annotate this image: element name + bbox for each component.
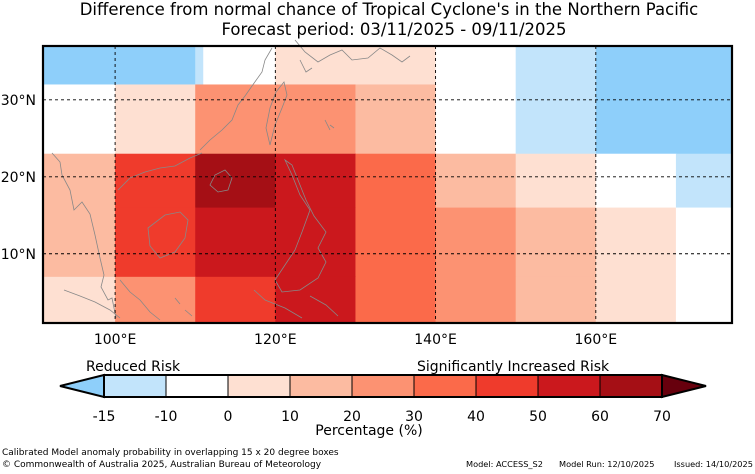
anomaly-cell bbox=[515, 84, 597, 155]
colorbar-segment bbox=[227, 374, 291, 398]
anomaly-cell bbox=[203, 46, 276, 85]
anomaly-cell bbox=[43, 46, 196, 85]
colorbar-segment bbox=[413, 374, 477, 398]
colorbar bbox=[59, 373, 707, 399]
footer-copyright: © Commonwealth of Australia 2025, Austra… bbox=[2, 460, 322, 470]
anomaly-cell bbox=[43, 207, 116, 278]
anomaly-cell bbox=[355, 84, 437, 155]
colorbar-segment bbox=[165, 374, 229, 398]
anomaly-cell bbox=[43, 153, 116, 209]
latitude-label: 20°N bbox=[1, 170, 36, 186]
colorbar-tick-label: -15 bbox=[93, 409, 116, 425]
anomaly-cell bbox=[675, 153, 733, 209]
anomaly-cell bbox=[195, 207, 356, 278]
map-frame bbox=[41, 44, 734, 325]
anomaly-cell bbox=[355, 46, 437, 85]
increased-risk-label: Significantly Increased Risk bbox=[417, 359, 610, 375]
longitude-labels: 100°E 120°E 140°E 160°E bbox=[94, 332, 617, 348]
longitude-label: 140°E bbox=[414, 332, 457, 348]
anomaly-cell bbox=[595, 84, 733, 155]
colorbar-tick-label: 20 bbox=[343, 409, 361, 425]
latitude-label: 10°N bbox=[1, 247, 36, 263]
colorbar-tick-label: 10 bbox=[281, 409, 299, 425]
title-line-1: Difference from normal chance of Tropica… bbox=[80, 0, 699, 19]
anomaly-cell bbox=[515, 153, 597, 209]
footer-model: Model: ACCESS_S2 bbox=[466, 459, 543, 469]
colorbar-segment bbox=[289, 374, 353, 398]
anomaly-cell bbox=[595, 276, 677, 324]
anomaly-cell bbox=[435, 153, 517, 209]
longitude-label: 160°E bbox=[575, 332, 618, 348]
anomaly-cell bbox=[275, 46, 356, 85]
anomaly-cell bbox=[115, 276, 196, 324]
anomaly-cell bbox=[515, 276, 597, 324]
colorbar-tick-labels: -15 -10 0 10 20 30 40 50 60 70 bbox=[93, 409, 671, 425]
colorbar-segment bbox=[475, 374, 539, 398]
colorbar-tick-label: 70 bbox=[653, 409, 671, 425]
anomaly-cell bbox=[355, 276, 437, 324]
anomaly-cell bbox=[275, 276, 356, 324]
anomaly-grid bbox=[43, 46, 733, 324]
anomaly-cell bbox=[195, 153, 276, 209]
anomaly-cell bbox=[435, 46, 517, 85]
anomaly-cell bbox=[515, 46, 597, 85]
latitude-label: 30°N bbox=[1, 93, 36, 109]
colorbar-tick-label: 50 bbox=[529, 409, 547, 425]
anomaly-cell bbox=[595, 207, 677, 278]
colorbar-tick-label: 30 bbox=[405, 409, 423, 425]
anomaly-cell bbox=[675, 276, 733, 324]
anomaly-cell bbox=[195, 276, 276, 324]
latitude-labels: 10°N 20°N 30°N bbox=[1, 93, 36, 263]
colorbar-segment bbox=[599, 374, 663, 398]
colorbar-tick-label: 40 bbox=[467, 409, 485, 425]
footer-model-run: Model Run: 12/10/2025 bbox=[559, 459, 654, 469]
colorbar-under-triangle bbox=[59, 373, 105, 399]
anomaly-cell bbox=[435, 207, 517, 278]
graticule bbox=[43, 46, 732, 323]
colorbar-tick-label: 0 bbox=[224, 409, 233, 425]
anomaly-cell bbox=[675, 207, 733, 278]
longitude-label: 120°E bbox=[254, 332, 297, 348]
colorbar-tick-label: 60 bbox=[591, 409, 609, 425]
anomaly-cell bbox=[435, 84, 517, 155]
colorbar-segment bbox=[103, 374, 167, 398]
anomaly-cell bbox=[43, 84, 116, 155]
colorbar-tick-label: -10 bbox=[155, 409, 178, 425]
anomaly-cell bbox=[595, 46, 733, 85]
anomaly-cell bbox=[115, 207, 196, 278]
reduced-risk-label: Reduced Risk bbox=[86, 359, 181, 375]
longitude-label: 100°E bbox=[94, 332, 137, 348]
anomaly-cell bbox=[595, 153, 677, 209]
anomaly-cell bbox=[115, 84, 196, 155]
colorbar-outline bbox=[103, 374, 663, 398]
colorbar-segment bbox=[537, 374, 601, 398]
footer-issued: Issued: 14/10/2025 bbox=[674, 459, 753, 469]
anomaly-cell bbox=[43, 276, 116, 324]
coastlines bbox=[51, 39, 411, 321]
anomaly-cell bbox=[435, 276, 517, 324]
anomaly-cell bbox=[355, 207, 437, 278]
anomaly-cell bbox=[515, 207, 597, 278]
title-line-2: Forecast period: 03/11/2025 - 09/11/2025 bbox=[221, 20, 566, 39]
footer-description: Calibrated Model anomaly probability in … bbox=[2, 448, 339, 458]
anomaly-cell bbox=[355, 153, 437, 209]
anomaly-cell bbox=[195, 46, 204, 85]
colorbar-segment bbox=[351, 374, 415, 398]
anomaly-cell bbox=[115, 153, 196, 209]
colorbar-over-triangle bbox=[661, 373, 707, 399]
colorbar-unit-label: Percentage (%) bbox=[315, 423, 422, 439]
